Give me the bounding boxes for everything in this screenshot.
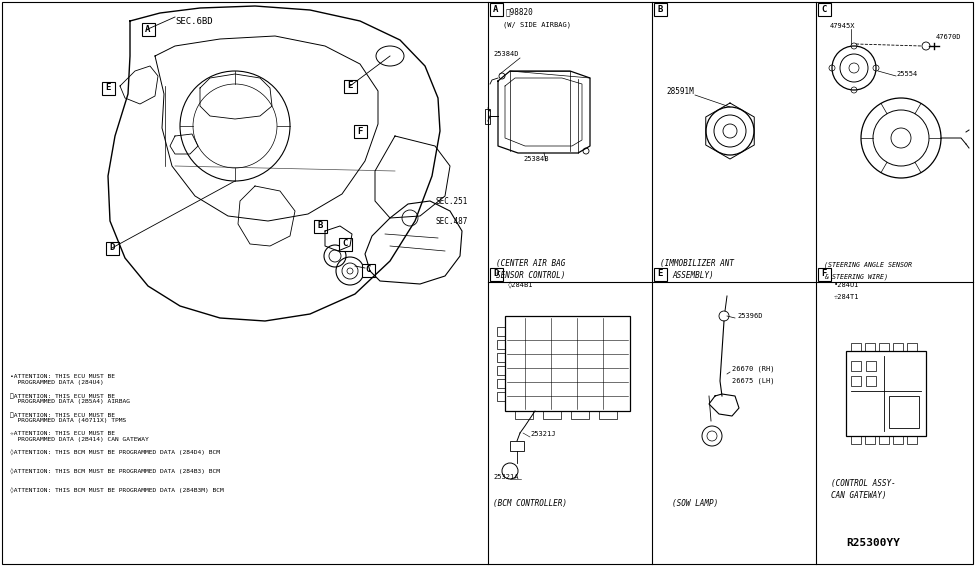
Bar: [338, 238, 352, 251]
Bar: [489, 268, 502, 281]
Bar: [907, 436, 917, 444]
Bar: [866, 361, 876, 371]
Text: A: A: [145, 24, 151, 33]
Text: F: F: [357, 126, 363, 135]
Text: •ATTENTION: THIS ECU MUST BE
  PROGRAMMED DATA (284U4): •ATTENTION: THIS ECU MUST BE PROGRAMMED …: [10, 374, 115, 385]
Bar: [510, 441, 524, 451]
Text: (IMMOBILIZER ANT: (IMMOBILIZER ANT: [660, 259, 734, 268]
Text: 26670 (RH): 26670 (RH): [732, 366, 774, 372]
Text: 47670D: 47670D: [936, 34, 961, 40]
Text: 25321J: 25321J: [530, 431, 556, 437]
Bar: [343, 79, 357, 92]
Text: (W/ SIDE AIRBAG): (W/ SIDE AIRBAG): [503, 21, 571, 28]
Text: ◊ATTENTION: THIS BCM MUST BE PROGRAMMED DATA (284D4) BCM: ◊ATTENTION: THIS BCM MUST BE PROGRAMMED …: [10, 450, 220, 456]
Text: 25384B: 25384B: [523, 156, 549, 162]
Text: CAN GATEWAY): CAN GATEWAY): [831, 491, 886, 500]
Text: A: A: [493, 5, 498, 14]
Bar: [141, 23, 154, 36]
Bar: [543, 411, 561, 419]
Bar: [865, 343, 875, 351]
Bar: [893, 343, 903, 351]
Text: E: E: [657, 269, 663, 278]
Bar: [101, 82, 114, 95]
Text: •284UI: •284UI: [834, 282, 860, 288]
Text: ◊ATTENTION: THIS BCM MUST BE PROGRAMMED DATA (284B3) BCM: ◊ATTENTION: THIS BCM MUST BE PROGRAMMED …: [10, 469, 220, 475]
Text: D: D: [493, 269, 498, 278]
Text: SEC.487: SEC.487: [435, 217, 467, 226]
Text: (STEERING ANGLE SENSOR: (STEERING ANGLE SENSOR: [824, 261, 912, 268]
Bar: [817, 268, 831, 281]
Bar: [314, 220, 327, 233]
Text: C: C: [342, 239, 348, 248]
Bar: [497, 353, 505, 362]
Bar: [653, 2, 667, 15]
Bar: [497, 327, 505, 336]
Text: C: C: [821, 5, 827, 14]
Bar: [497, 340, 505, 349]
Text: (SOW LAMP): (SOW LAMP): [672, 499, 719, 508]
Bar: [515, 411, 533, 419]
Text: SEC.6BD: SEC.6BD: [175, 17, 213, 26]
Bar: [505, 316, 630, 411]
Text: 25554: 25554: [896, 71, 917, 77]
Bar: [893, 436, 903, 444]
Bar: [497, 366, 505, 375]
Bar: [105, 242, 119, 255]
Text: D: D: [109, 243, 115, 252]
Text: ※ATTENTION: THIS ECU MUST BE
  PROGRAMMED DATA (2B5A4) AIRBAG: ※ATTENTION: THIS ECU MUST BE PROGRAMMED …: [10, 393, 130, 404]
Bar: [907, 343, 917, 351]
Text: 28591M: 28591M: [666, 87, 694, 96]
Text: ◊ATTENTION: THIS BCM MUST BE PROGRAMMED DATA (284B3M) BCM: ◊ATTENTION: THIS BCM MUST BE PROGRAMMED …: [10, 488, 223, 494]
Bar: [653, 268, 667, 281]
Text: 25384D: 25384D: [493, 51, 519, 57]
Bar: [865, 436, 875, 444]
Text: & STEERING WIRE): & STEERING WIRE): [824, 273, 888, 280]
Text: 47945X: 47945X: [830, 23, 855, 29]
Bar: [599, 411, 617, 419]
Text: (CENTER AIR BAG: (CENTER AIR BAG: [496, 259, 566, 268]
Text: 25396D: 25396D: [737, 313, 762, 319]
Text: ◊284B1: ◊284B1: [508, 281, 533, 289]
Text: (CONTROL ASSY-: (CONTROL ASSY-: [831, 479, 896, 488]
Bar: [851, 361, 861, 371]
Text: (BCM CONTROLLER): (BCM CONTROLLER): [493, 499, 567, 508]
Bar: [846, 351, 926, 436]
Bar: [497, 379, 505, 388]
Text: F: F: [821, 269, 827, 278]
Bar: [851, 376, 861, 386]
Text: ☆284T1: ☆284T1: [834, 294, 860, 300]
Bar: [866, 376, 876, 386]
Bar: [817, 2, 831, 15]
Text: R25300YY: R25300YY: [846, 538, 900, 548]
Text: 26675 (LH): 26675 (LH): [732, 378, 774, 384]
Text: C: C: [366, 265, 370, 275]
Text: SENSOR CONTROL): SENSOR CONTROL): [496, 271, 566, 280]
Text: ※98820: ※98820: [506, 7, 533, 16]
Bar: [571, 411, 589, 419]
Text: ☆ATTENTION: THIS ECU MUST BE
  PROGRAMMED DATA (2B414) CAN GATEWAY: ☆ATTENTION: THIS ECU MUST BE PROGRAMMED …: [10, 431, 149, 442]
Bar: [879, 343, 889, 351]
Text: ※ATTENTION: THIS ECU MUST BE
  PROGRAMMED DATA (40711X) TPMS: ※ATTENTION: THIS ECU MUST BE PROGRAMMED …: [10, 412, 126, 423]
Bar: [362, 264, 374, 277]
Bar: [889, 396, 919, 428]
Bar: [851, 436, 861, 444]
Bar: [851, 343, 861, 351]
Text: SEC.251: SEC.251: [435, 197, 467, 206]
Text: B: B: [657, 5, 663, 14]
Text: B: B: [317, 221, 323, 230]
Text: E: E: [105, 84, 111, 92]
Bar: [354, 125, 367, 138]
Text: ASSEMBLY): ASSEMBLY): [672, 271, 714, 280]
Bar: [489, 2, 502, 15]
Text: 25321A: 25321A: [493, 474, 519, 480]
Bar: [497, 392, 505, 401]
Bar: [879, 436, 889, 444]
Bar: [485, 109, 490, 124]
Text: E: E: [347, 82, 353, 91]
